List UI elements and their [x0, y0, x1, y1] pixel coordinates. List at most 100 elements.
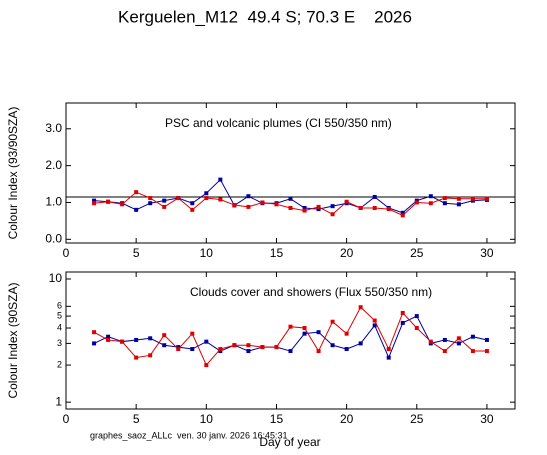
y-tick-label: 5 — [57, 310, 62, 320]
annotation: Clouds cover and showers (Flux 550/350 n… — [190, 285, 432, 299]
data-point — [302, 208, 307, 213]
data-point — [442, 201, 447, 206]
data-point — [120, 339, 125, 344]
data-point — [218, 177, 223, 182]
x-tick-label: 25 — [410, 246, 424, 260]
data-point — [190, 207, 195, 212]
data-point — [176, 347, 181, 352]
data-point — [92, 198, 97, 203]
x-tick-label: 0 — [63, 246, 70, 260]
data-point — [386, 355, 391, 360]
data-point — [316, 349, 321, 354]
y-tick-label: 2.0 — [45, 158, 62, 172]
data-point — [148, 353, 153, 358]
y-tick-label: 2 — [57, 359, 62, 369]
data-point — [246, 204, 251, 209]
data-point — [358, 341, 363, 346]
data-point — [414, 314, 419, 319]
x-tick-label: 20 — [340, 246, 354, 260]
y-tick-label: 4 — [57, 322, 62, 332]
data-point — [190, 347, 195, 352]
data-point — [470, 196, 475, 201]
data-point — [344, 347, 349, 352]
data-point — [414, 326, 419, 331]
data-point — [386, 347, 391, 352]
data-point — [134, 207, 139, 212]
data-point — [484, 337, 489, 342]
data-point — [218, 349, 223, 354]
x-tick-label: 0 — [63, 412, 70, 426]
data-point — [302, 326, 307, 331]
x-axis-label: Day of year — [259, 435, 320, 449]
data-point — [344, 331, 349, 336]
y-tick-label: 3.0 — [45, 121, 62, 135]
data-point — [274, 345, 279, 350]
footer: graphes_saoz_ALLc ven. 30 janv. 2026 16:… — [90, 430, 287, 440]
data-point — [204, 339, 209, 344]
data-point — [134, 190, 139, 195]
data-point — [484, 349, 489, 354]
plot-frame — [65, 271, 516, 410]
data-point — [148, 336, 153, 341]
data-point — [428, 194, 433, 199]
data-point — [400, 210, 405, 215]
data-point — [456, 196, 461, 201]
data-point — [148, 196, 153, 201]
data-point — [162, 204, 167, 209]
x-tick-label: 15 — [270, 412, 284, 426]
data-point — [120, 202, 125, 207]
data-point — [204, 196, 209, 201]
data-point — [442, 337, 447, 342]
y-tick-label: 6 — [57, 301, 62, 311]
data-point — [106, 334, 111, 339]
data-point — [162, 343, 167, 348]
y-tick-label: 1 — [55, 394, 62, 408]
data-point — [134, 355, 139, 360]
data-point — [176, 196, 181, 201]
x-tick-label: 30 — [480, 246, 494, 260]
data-point — [372, 206, 377, 210]
x-tick-label: 5 — [133, 412, 140, 426]
data-point — [204, 191, 209, 196]
data-point — [470, 334, 475, 339]
data-point — [232, 203, 237, 208]
data-point — [400, 213, 405, 218]
data-point — [372, 318, 377, 323]
x-tick-label: 10 — [200, 412, 214, 426]
data-point — [386, 207, 391, 212]
data-point — [456, 341, 461, 346]
series-line — [94, 191, 487, 216]
data-point — [232, 343, 237, 348]
data-point — [162, 198, 167, 203]
data-point — [162, 333, 167, 338]
data-point — [400, 320, 405, 325]
data-point — [470, 349, 475, 354]
plot-frame — [65, 102, 516, 244]
x-tick-label: 15 — [270, 246, 284, 260]
data-point — [456, 202, 461, 207]
data-point — [330, 319, 335, 324]
data-point — [288, 349, 293, 354]
x-tick-label: 25 — [410, 412, 424, 426]
y-tick-label: 10 — [49, 271, 63, 285]
data-point — [316, 204, 321, 209]
data-point — [92, 341, 97, 346]
y-tick-label: 0.0 — [45, 231, 62, 245]
data-point — [218, 197, 223, 202]
data-point — [372, 194, 377, 199]
y-axis-label: Colour Index (90SZA) — [6, 282, 20, 398]
x-tick-label: 5 — [133, 246, 140, 260]
chart-title: Kerguelen_M12 49.4 S; 70.3 E 2026 — [118, 7, 412, 26]
data-point — [330, 212, 335, 217]
data-point — [414, 200, 419, 205]
data-point — [330, 204, 335, 209]
data-point — [358, 206, 363, 210]
data-point — [372, 323, 377, 328]
data-point — [344, 199, 349, 204]
data-point — [246, 194, 251, 199]
data-point — [456, 336, 461, 341]
x-tick-label: 30 — [480, 412, 494, 426]
data-point — [288, 206, 293, 210]
data-point — [260, 200, 265, 205]
